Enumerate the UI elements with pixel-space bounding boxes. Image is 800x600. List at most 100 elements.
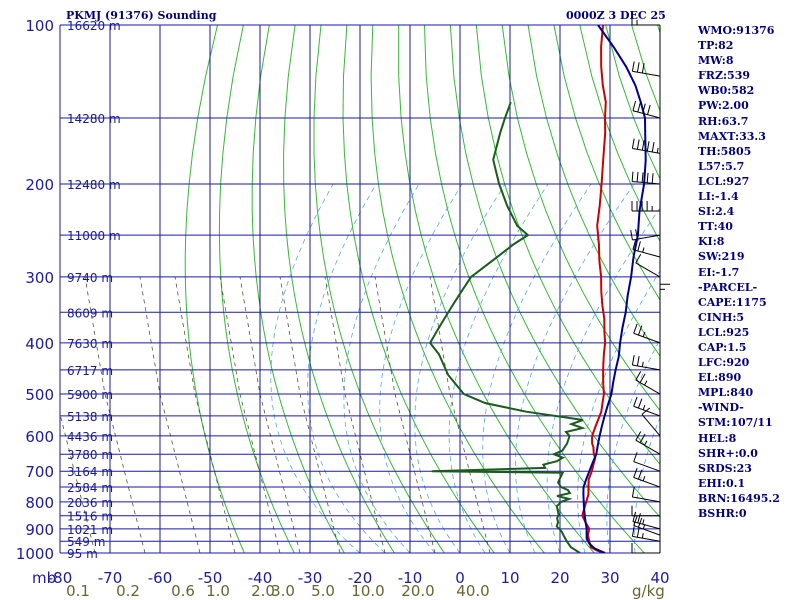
stat-item: MW:8 bbox=[698, 54, 734, 68]
mixing-ratio-unit: g/kg bbox=[632, 582, 665, 600]
wind-barb-flag bbox=[631, 61, 635, 72]
temperature-tick-label: -20 bbox=[348, 569, 373, 587]
mixing-ratio-label: 0.6 bbox=[171, 582, 195, 600]
mixing-ratio-line bbox=[174, 276, 236, 553]
height-label: 2584 m bbox=[67, 481, 113, 495]
height-label: 95 m bbox=[67, 547, 98, 561]
wind-barb bbox=[633, 405, 661, 417]
chart-time: 0000Z 3 DEC 25 bbox=[566, 9, 666, 22]
mixing-ratio-label: 20.0 bbox=[401, 582, 434, 600]
dry-adiabat-line bbox=[251, 25, 345, 553]
dry-adiabat-line bbox=[218, 25, 295, 553]
wind-barb-flag bbox=[636, 171, 639, 182]
height-label: 1516 m bbox=[67, 510, 113, 524]
wind-barb bbox=[633, 461, 661, 472]
wind-barb-flag bbox=[642, 247, 645, 253]
wind-barb bbox=[632, 147, 661, 154]
mixing-ratio-label: 5.0 bbox=[311, 582, 335, 600]
wind-barb bbox=[632, 364, 661, 371]
wind-barb-flag bbox=[642, 331, 646, 337]
temperature-tick-label: -10 bbox=[398, 569, 423, 587]
stat-item: LCL:925 bbox=[698, 325, 750, 339]
height-label: 4436 m bbox=[67, 430, 113, 444]
height-label: 3780 m bbox=[67, 448, 113, 462]
wind-barb-flag bbox=[635, 229, 638, 240]
wind-barb-flag bbox=[631, 526, 635, 537]
stat-item: -PARCEL- bbox=[698, 280, 758, 294]
stat-item: BRN:16495.2 bbox=[698, 491, 780, 505]
height-label: 5138 m bbox=[67, 410, 113, 424]
pressure-tick-label: 500 bbox=[25, 386, 54, 404]
pressure-unit-label: mb bbox=[32, 569, 56, 587]
stat-item: STM:107/11 bbox=[698, 416, 773, 430]
wind-barb-flag bbox=[631, 355, 635, 366]
dry-adiabat-line bbox=[313, 25, 445, 553]
moist-adiabat-line bbox=[482, 183, 592, 553]
stat-item: RH:63.7 bbox=[698, 114, 749, 128]
mixing-ratio-line bbox=[139, 276, 201, 553]
wind-barb bbox=[635, 379, 661, 395]
wind-barb-flag bbox=[632, 239, 637, 250]
temperature-tick-label: -70 bbox=[98, 569, 123, 587]
wind-barb-flag bbox=[647, 104, 651, 115]
height-label: 16620 m bbox=[67, 19, 121, 33]
stat-item: LFC:920 bbox=[698, 356, 750, 370]
dry-adiabat-line bbox=[283, 25, 395, 553]
wind-barb-flag bbox=[642, 476, 646, 482]
wind-barb-flag bbox=[633, 515, 638, 526]
pressure-tick-label: 400 bbox=[25, 335, 54, 353]
height-label: 7630 m bbox=[67, 337, 113, 351]
mixing-ratio-line bbox=[239, 276, 301, 553]
stat-item: WB0:582 bbox=[698, 84, 755, 98]
temperature-tick-label: 10 bbox=[500, 569, 519, 587]
stat-item: TP:82 bbox=[698, 39, 734, 53]
stat-item: WMO:91376 bbox=[698, 24, 775, 37]
wind-barb-flag bbox=[639, 373, 646, 383]
stat-item: SI:2.4 bbox=[698, 205, 735, 219]
stat-item: FRZ:539 bbox=[698, 69, 751, 83]
wind-barb-flag bbox=[642, 404, 646, 410]
stat-item: -WIND- bbox=[698, 401, 744, 415]
height-label: 9740 m bbox=[67, 271, 113, 285]
wind-barb-flag bbox=[633, 396, 638, 407]
pressure-tick-label: 800 bbox=[25, 494, 54, 512]
stat-item: CINH:5 bbox=[698, 310, 745, 324]
height-label: 6717 m bbox=[67, 364, 113, 378]
height-label: 5900 m bbox=[67, 388, 113, 402]
wind-barb-flag bbox=[636, 62, 640, 73]
height-label: 549 m bbox=[67, 535, 105, 549]
wind-barb-flag bbox=[642, 519, 645, 525]
wind-barb-flag bbox=[641, 63, 645, 74]
wind-barb-flag bbox=[633, 467, 638, 478]
wind-barb-flag bbox=[641, 140, 645, 151]
wind-barb bbox=[632, 535, 661, 542]
wind-barb bbox=[632, 496, 661, 503]
temperature-tick-label: -40 bbox=[248, 569, 273, 587]
wind-barb bbox=[632, 110, 661, 119]
temperature-tick-label: -50 bbox=[198, 569, 223, 587]
height-label: 1021 m bbox=[67, 523, 113, 537]
wind-barb-flag bbox=[641, 533, 644, 539]
mixing-ratio-label: 0.2 bbox=[116, 582, 140, 600]
wind-barb-flag bbox=[633, 323, 638, 334]
mixing-ratio-label: 10.0 bbox=[351, 582, 384, 600]
stat-item: KI:8 bbox=[698, 235, 725, 249]
pressure-tick-label: 200 bbox=[25, 176, 54, 194]
temperature-tick-label: -30 bbox=[298, 569, 323, 587]
stat-item: HEL:8 bbox=[698, 431, 737, 445]
height-label: 14280 m bbox=[67, 112, 121, 126]
trace-line-1 bbox=[582, 25, 647, 553]
stat-item: CAPE:1175 bbox=[698, 295, 767, 309]
wind-barb-flag bbox=[635, 254, 642, 264]
stat-item: TH:5805 bbox=[698, 144, 752, 158]
wind-barb bbox=[632, 521, 661, 530]
wind-barb-flag bbox=[642, 103, 646, 114]
wind-barb-flag bbox=[646, 172, 649, 183]
wind-barb-flag bbox=[641, 407, 650, 415]
mixing-ratio-line bbox=[219, 276, 281, 553]
stat-item: MPL:840 bbox=[698, 386, 754, 400]
temperature-tick-label: 30 bbox=[600, 569, 619, 587]
temperature-tick-label: -60 bbox=[148, 569, 173, 587]
wind-barb-flag bbox=[639, 433, 646, 443]
